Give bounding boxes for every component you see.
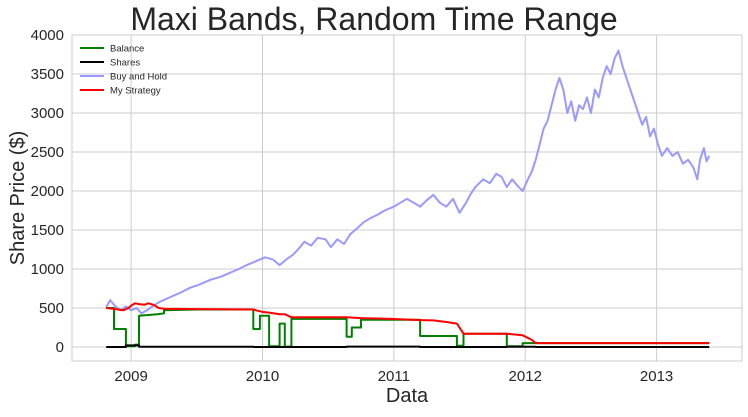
series-line-balance bbox=[106, 307, 710, 348]
y-tick-label: 2000 bbox=[31, 183, 64, 200]
x-tick-label: 2012 bbox=[509, 368, 542, 385]
legend-label: Balance bbox=[110, 44, 144, 55]
y-tick-label: 3500 bbox=[31, 66, 64, 83]
legend-label: My Strategy bbox=[110, 86, 161, 97]
y-tick-label: 2500 bbox=[31, 144, 64, 161]
y-tick-label: 4000 bbox=[31, 27, 64, 44]
y-tick-label: 1500 bbox=[31, 222, 64, 239]
y-tick-label: 500 bbox=[39, 300, 64, 317]
x-tick-label: 2009 bbox=[114, 368, 147, 385]
series-line-buy-and-hold bbox=[105, 49, 711, 315]
series-line-shares bbox=[106, 344, 710, 348]
legend-label: Shares bbox=[110, 58, 140, 69]
tick-labels: 0 500 1000 1500 2000 2500 3000 3500 4000 2009 2010… bbox=[31, 27, 674, 385]
x-tick-label: 2010 bbox=[246, 368, 279, 385]
y-axis-label: Share Price ($) bbox=[7, 131, 29, 266]
x-tick-label: 2011 bbox=[378, 368, 410, 385]
series-lines bbox=[105, 49, 711, 348]
x-tick-label: 2013 bbox=[640, 368, 673, 385]
y-tick-label: 1000 bbox=[31, 261, 64, 278]
legend: Balance Shares Buy and Hold My Strategy bbox=[80, 44, 167, 97]
y-tick-label: 3000 bbox=[31, 105, 64, 122]
y-tick-label: 0 bbox=[56, 339, 64, 356]
x-axis-label: Data bbox=[386, 385, 429, 407]
series-line-my-strategy bbox=[106, 302, 710, 345]
legend-label: Buy and Hold bbox=[110, 72, 167, 83]
chart-title: Maxi Bands, Random Time Range bbox=[130, 1, 617, 37]
